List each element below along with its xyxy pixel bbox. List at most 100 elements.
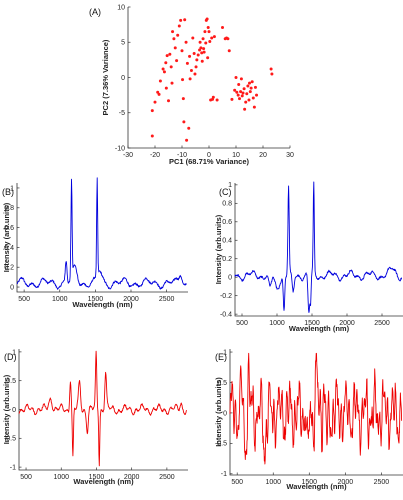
x-axis-label: Wavelength (nm)	[73, 477, 134, 486]
scatter-point	[167, 99, 170, 103]
scatter-point	[210, 36, 214, 40]
scatter-point	[241, 91, 245, 95]
spectrum-line	[234, 181, 403, 313]
scatter-point	[164, 86, 168, 90]
x-tick-label: 2500	[159, 296, 175, 303]
scatter-point	[200, 51, 204, 55]
scatter-point	[196, 53, 200, 57]
scatter-point	[191, 36, 195, 40]
y-tick-label: 1	[12, 349, 16, 356]
scatter-point	[253, 85, 257, 89]
scatter-point	[192, 52, 196, 56]
scatter-point	[172, 37, 176, 41]
scatter-point	[269, 67, 273, 71]
y-tick-label: 0.6	[4, 225, 14, 232]
x-tick-label: 2000	[124, 474, 140, 481]
scatter-point	[245, 92, 249, 96]
y-tick-label: 0.2	[4, 265, 14, 272]
scatter-point	[211, 95, 215, 99]
scatter-point	[249, 86, 253, 90]
x-tick-label: 30	[286, 152, 294, 159]
x-tick-label: 2000	[339, 320, 355, 327]
scatter-point	[194, 65, 198, 69]
x-tick-label: 2000	[338, 479, 354, 486]
y-tick-label: 0.5	[6, 378, 16, 385]
scatter-point	[206, 25, 210, 29]
scatter-point	[239, 77, 243, 81]
x-tick-label: 1000	[269, 320, 285, 327]
scatter-point	[236, 93, 240, 97]
scatter-point	[199, 46, 203, 50]
scatter-point	[179, 18, 183, 22]
scatter-point	[250, 80, 254, 84]
scatter-point	[270, 72, 274, 76]
x-tick-label: 2000	[123, 296, 139, 303]
y-tick-label: 5	[121, 40, 125, 47]
scatter-point	[182, 120, 186, 124]
scatter-point	[169, 65, 173, 69]
scatter-point	[240, 94, 244, 98]
scatter-point	[188, 77, 192, 81]
scatter-point	[206, 56, 210, 60]
x-tick-label: 0	[207, 152, 211, 159]
scatter-point	[168, 52, 172, 56]
y-tick-label: 0	[121, 75, 125, 82]
x-axis-label: PC1 (68.71% Variance)	[169, 157, 250, 166]
y-tick-label: -0.5	[4, 436, 16, 443]
scatter-point	[187, 126, 191, 130]
y-tick-label: -0.2	[220, 293, 232, 300]
x-tick-label: 20	[259, 152, 267, 159]
x-tick-label: 1500	[88, 296, 104, 303]
scatter-point	[242, 87, 246, 91]
scatter-point	[170, 81, 174, 85]
scatter-point	[207, 30, 211, 34]
scatter-point	[201, 37, 205, 41]
axes	[234, 183, 403, 317]
x-tick-label: 2500	[374, 479, 390, 486]
panel-label: (D)	[4, 352, 17, 362]
scatter-point	[171, 30, 175, 34]
x-tick-label: 500	[18, 296, 30, 303]
x-tick-label: 500	[236, 320, 248, 327]
y-axis-label: PC2 (7.36% Variance)	[101, 39, 110, 115]
scatter-point	[175, 59, 179, 63]
scatter-point	[153, 100, 157, 104]
scatter-point	[173, 46, 177, 50]
scatter-point	[203, 30, 207, 34]
y-tick-label: 0.8	[222, 201, 232, 208]
scatter-point	[246, 84, 250, 88]
scatter-point	[188, 54, 192, 58]
y-axis-label: Intensity (arb.units)	[214, 377, 223, 447]
scatter-point	[221, 25, 224, 29]
axes	[229, 349, 403, 476]
scatter-point	[162, 70, 166, 74]
y-tick-label: 0.2	[222, 256, 232, 263]
spectrum-line	[229, 352, 403, 465]
scatter-point	[233, 88, 237, 92]
y-tick-label: -1	[221, 471, 227, 478]
x-axis-label: Wavelength (nm)	[289, 324, 350, 333]
y-tick-label: 1	[223, 349, 227, 356]
scatter-point	[181, 78, 185, 82]
scatter-point	[185, 61, 189, 65]
y-tick-label: -10	[115, 145, 125, 152]
scatter-point	[251, 96, 255, 100]
scatter-point	[204, 41, 208, 45]
scatter-point	[208, 40, 212, 44]
scatter-point	[193, 72, 197, 76]
scatter-point	[238, 97, 242, 101]
x-tick-label: 1000	[52, 296, 68, 303]
scatter-point	[195, 58, 199, 62]
y-axis-label: Intensity (arb.units)	[2, 374, 11, 444]
x-tick-label: 2500	[159, 474, 175, 481]
scatter-point	[176, 33, 180, 37]
y-tick-label: 0	[12, 407, 16, 414]
scatter-point	[252, 105, 256, 109]
scatter-point	[198, 40, 202, 44]
y-tick-label: 10	[117, 4, 125, 11]
scatter-point	[255, 93, 259, 97]
scatter-point	[164, 61, 168, 65]
scatter-point	[215, 98, 219, 102]
x-tick-label: 2500	[374, 320, 390, 327]
scatter-point	[202, 47, 206, 51]
